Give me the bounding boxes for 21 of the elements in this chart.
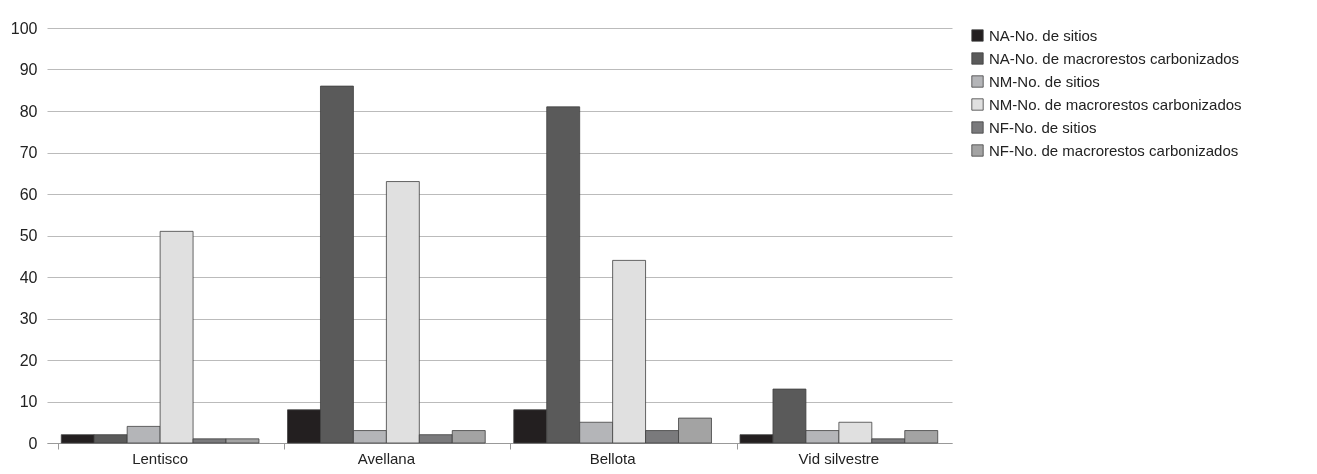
y-tick-label: 90 — [19, 61, 38, 78]
legend-label: NF-No. de sitios — [989, 118, 1097, 136]
x-tick-label: Vid silvestre — [798, 449, 880, 467]
y-tick-label: 70 — [19, 144, 38, 161]
x-tick-label: Lentisco — [132, 449, 189, 467]
x-tick-label: Bellota — [589, 449, 637, 467]
y-tick-label: 50 — [19, 227, 38, 244]
y-tick-label: 20 — [19, 351, 38, 369]
y-tick-label: 30 — [19, 310, 38, 327]
y-tick-label: 40 — [19, 268, 38, 286]
y-tick-label: 10 — [19, 393, 38, 410]
legend-label: NM-No. de macrorestos carbonizados — [989, 95, 1242, 113]
y-tick-label: 80 — [19, 102, 38, 120]
legend-label: NA-No. de macrorestos carbonizados — [989, 49, 1240, 67]
y-tick-label: 60 — [19, 185, 38, 203]
legend-label: NM-No. de sitios — [989, 72, 1100, 90]
legend-label: NA-No. de sitios — [989, 26, 1098, 44]
y-tick-label: 100 — [10, 19, 38, 37]
y-tick-label: 0 — [28, 434, 38, 452]
legend-label: NF-No. de macrorestos carbonizados — [989, 141, 1239, 159]
x-tick-label: Avellana — [357, 449, 416, 467]
